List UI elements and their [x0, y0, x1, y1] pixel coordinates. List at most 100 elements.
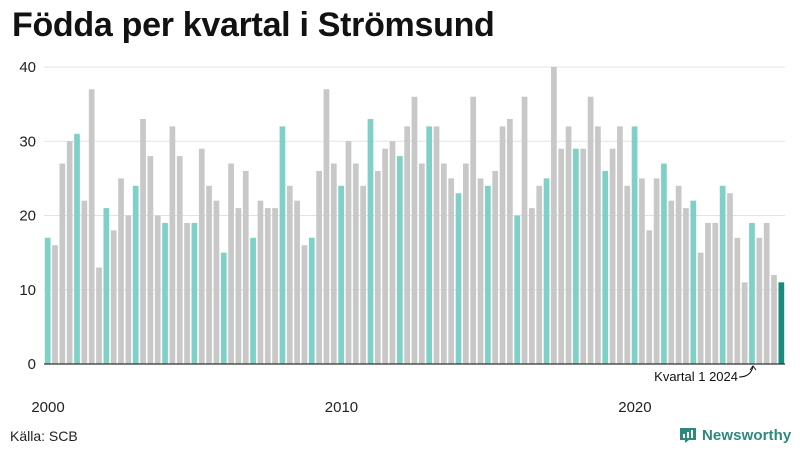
bar — [250, 237, 256, 364]
bar — [228, 163, 234, 364]
bar — [470, 96, 477, 364]
bar — [110, 230, 117, 364]
newsworthy-logo-icon — [680, 428, 696, 443]
annotation-arrow — [738, 365, 754, 378]
bar — [463, 163, 469, 364]
bar — [169, 126, 176, 365]
bar — [749, 222, 755, 364]
bars — [44, 67, 785, 365]
bar — [690, 200, 697, 364]
annotation: Kvartal 1 2024 — [654, 365, 757, 384]
bar — [52, 245, 58, 364]
bar — [374, 170, 381, 364]
bar — [96, 267, 102, 364]
bar — [352, 163, 359, 364]
bar — [587, 96, 594, 364]
bar — [507, 118, 513, 364]
y-tick-label: 40 — [19, 59, 36, 76]
bar — [529, 208, 535, 364]
bar — [404, 126, 411, 365]
annotation-arrowhead — [749, 365, 757, 371]
bar — [220, 252, 227, 365]
bar — [338, 185, 344, 364]
bar — [639, 178, 645, 365]
bar — [521, 96, 528, 364]
bar — [301, 245, 308, 364]
bar — [162, 222, 168, 364]
bar — [88, 89, 95, 365]
bar — [448, 178, 455, 365]
bar — [631, 126, 638, 365]
bar — [741, 282, 748, 364]
x-tick-label: 2000 — [31, 399, 64, 416]
bar — [279, 126, 286, 365]
bar — [771, 274, 777, 364]
bar — [697, 252, 704, 365]
bar — [294, 200, 300, 364]
bar — [184, 222, 190, 364]
bar — [477, 178, 484, 365]
bar — [580, 148, 587, 364]
source-label: Källa: SCB — [10, 428, 78, 444]
bar — [719, 185, 726, 364]
brand-name: Newsworthy — [702, 426, 792, 444]
bar — [44, 237, 51, 364]
bar — [426, 126, 433, 365]
y-axis-ticks: 0 10 20 30 40 — [19, 59, 36, 373]
bar — [433, 126, 440, 365]
bar — [543, 178, 550, 365]
bar — [396, 156, 403, 364]
bar — [213, 200, 220, 364]
bar — [176, 156, 183, 364]
bar — [727, 193, 733, 364]
bar — [455, 193, 462, 364]
bar — [602, 170, 609, 364]
bar — [154, 215, 161, 364]
bar — [595, 126, 601, 365]
y-tick-label: 10 — [19, 282, 36, 299]
bar — [712, 222, 719, 364]
bar — [565, 126, 572, 365]
bar — [573, 148, 579, 364]
bar — [734, 237, 741, 364]
y-tick-label: 30 — [19, 133, 36, 150]
bar — [257, 200, 264, 364]
bar — [440, 163, 447, 364]
bar — [235, 208, 242, 364]
bar — [411, 96, 418, 364]
bar — [308, 237, 315, 364]
bar — [492, 170, 499, 364]
bar — [646, 230, 653, 364]
y-tick-label: 0 — [28, 356, 36, 373]
bar — [286, 185, 293, 364]
bar — [382, 148, 389, 364]
x-tick-label: 2010 — [325, 399, 358, 416]
bar — [756, 237, 763, 364]
bar — [198, 148, 205, 364]
bar — [330, 163, 337, 364]
bar — [705, 222, 711, 364]
bar — [551, 67, 557, 364]
chart-title: Födda per kvartal i Strömsund — [12, 6, 495, 44]
bar — [389, 141, 396, 364]
bar — [536, 185, 543, 364]
bar — [264, 208, 271, 364]
bar — [140, 118, 146, 364]
x-axis-ticks: 2000 2010 2020 — [31, 399, 651, 416]
bar — [617, 126, 623, 365]
x-tick-label: 2020 — [618, 399, 651, 416]
bar — [360, 185, 366, 364]
bar — [558, 148, 565, 364]
bar — [683, 208, 689, 364]
bar — [316, 170, 322, 364]
bar — [132, 185, 139, 364]
bar — [499, 126, 506, 365]
bar — [514, 215, 521, 364]
bar — [103, 208, 110, 364]
bar — [191, 222, 198, 364]
bar — [118, 178, 124, 365]
bar — [418, 163, 425, 364]
bar — [609, 148, 616, 364]
brand[interactable]: Newsworthy — [679, 426, 791, 444]
